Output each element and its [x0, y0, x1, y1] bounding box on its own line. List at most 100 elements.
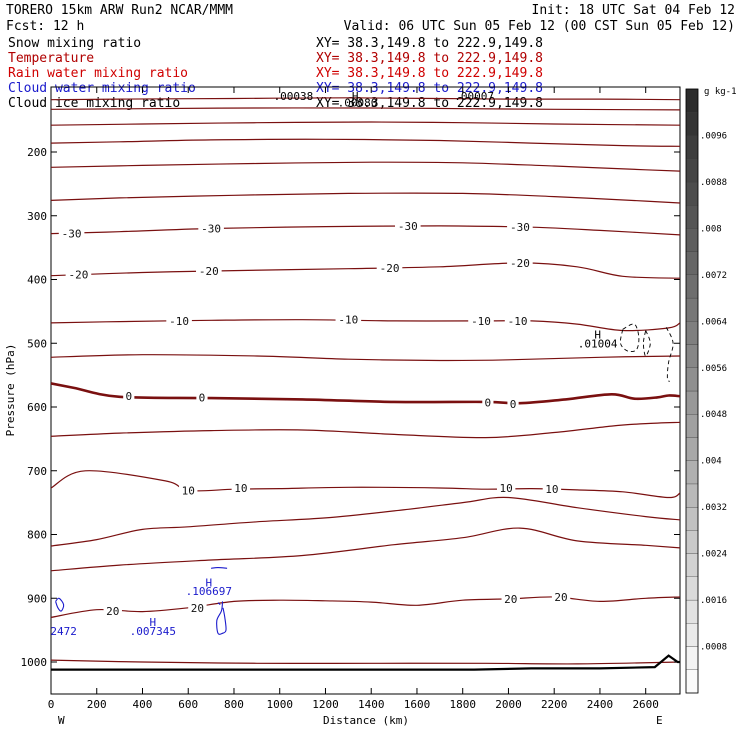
- x-tick-label: 2600: [632, 698, 659, 711]
- y-tick-label: 300: [27, 210, 47, 223]
- colorbar-segment: [685, 344, 699, 368]
- colorbar-segment: [685, 112, 699, 136]
- plot-frame: [50, 86, 681, 695]
- x-tick-label: 1000: [266, 698, 293, 711]
- x-tick-label: 0: [48, 698, 55, 711]
- colorbar-segment: [685, 88, 699, 113]
- contour-label: 0: [485, 397, 492, 410]
- extremum-label: H: [594, 328, 601, 341]
- contour-label-bg: [542, 483, 562, 496]
- x-tick-label: 600: [178, 698, 198, 711]
- colorbar-segment: [685, 669, 699, 694]
- contour-label: -30: [201, 223, 221, 236]
- contour-label-bg: [103, 605, 122, 617]
- contour-label: 0: [199, 391, 206, 404]
- contour-label: -20: [510, 257, 530, 270]
- colorbar-segment: [685, 135, 699, 159]
- y-tick-label: 700: [27, 465, 47, 478]
- extremum-label: H: [206, 576, 213, 589]
- cloud-ice-contour: [619, 323, 640, 353]
- temperature-contour-minus5: [51, 354, 680, 362]
- colorbar-label: .0088: [700, 178, 727, 188]
- contour-label-bg: [496, 481, 516, 494]
- contour-label-bg: [65, 268, 92, 281]
- colorbar: .0096 .0088 .008 .0072 .0064 .0056 .0048 .004 .0…: [685, 88, 727, 694]
- colorbar-segment: [685, 530, 699, 554]
- field-xy-cloud-ice: XY= 38.3,149.8 to 222.9,149.8: [316, 96, 543, 111]
- contour-label: 0: [125, 390, 132, 403]
- contour-label: -30: [510, 221, 530, 234]
- colorbar-segment: [685, 414, 699, 438]
- x-axis-title: Distance (km): [323, 714, 409, 727]
- contour-label-bg: [482, 396, 494, 409]
- y-axis-title: Pressure (hPa): [4, 344, 17, 437]
- temperature-contour-15: [51, 496, 680, 547]
- field-xy-rain: XY= 38.3,149.8 to 222.9,149.8: [316, 66, 543, 81]
- x-tick-label: 2400: [587, 698, 614, 711]
- contour-label: -10: [508, 315, 528, 328]
- contour-label: -20: [199, 265, 219, 278]
- cloud-water-contour: [211, 567, 228, 569]
- extremum-label: .007345: [130, 625, 176, 638]
- contour-label-bg: [335, 313, 362, 326]
- temperature-contour-10: [51, 470, 680, 499]
- contour-label-bg: [395, 219, 421, 232]
- contour-label: 10: [182, 485, 195, 498]
- colorbar-label: .0072: [700, 271, 727, 281]
- colorbar-label: .0008: [700, 643, 727, 653]
- temperature-contour-minus40: [51, 161, 680, 172]
- extremum-label: .00007: [454, 90, 494, 103]
- contour-label-bg: [231, 481, 251, 494]
- valid-time: Valid: 06 UTC Sun 05 Feb 12 (00 CST Sun …: [344, 19, 735, 34]
- field-name-temperature: Temperature: [8, 51, 94, 66]
- colorbar-segment: [685, 321, 699, 345]
- x-tick-label: 2000: [495, 698, 522, 711]
- colorbar-segment: [685, 181, 699, 206]
- colorbar-units: g kg-1: [704, 87, 737, 97]
- x-tick-label: 400: [133, 698, 153, 711]
- contour-label: 10: [500, 482, 513, 495]
- extremum-label: H: [149, 616, 156, 629]
- temperature-contour-5: [51, 421, 680, 439]
- extremum-label: .00038: [274, 90, 314, 103]
- field-xy-temperature: XY= 38.3,149.8 to 222.9,149.8: [316, 51, 543, 66]
- field-name-cloud-water: Cloud water mixing ratio: [8, 81, 196, 96]
- field-name-snow: Snow mixing ratio: [8, 36, 141, 51]
- colorbar-segment: [685, 367, 699, 392]
- temperature-contour-minus20: [51, 262, 680, 279]
- contour-label-bg: [507, 397, 519, 410]
- contour-label-bg: [198, 222, 224, 235]
- y-tick-label: 400: [27, 274, 47, 287]
- x-tick-label: 1800: [449, 698, 476, 711]
- temperature-contour-minus35: [51, 192, 680, 204]
- extremum-label: H: [352, 90, 359, 103]
- colorbar-segment: [685, 297, 699, 322]
- run-title: TORERO 15km ARW Run2 NCAR/MMM: [6, 3, 233, 18]
- colorbar-segment: [685, 576, 699, 601]
- x-tick-label: 200: [87, 698, 107, 711]
- colorbar-frame: [685, 88, 699, 694]
- forecast-hour: Fcst: 12 h: [6, 19, 84, 34]
- cloud-ice-contour: [665, 327, 674, 382]
- colorbar-label: .008: [700, 224, 722, 234]
- contour-label-bg: [504, 314, 531, 327]
- cloud-ice-contour: [642, 330, 651, 357]
- temperature-contour-minus60: [51, 97, 680, 101]
- contour-label-bg: [468, 314, 494, 327]
- extremum-label: .01004: [578, 337, 618, 350]
- colorbar-label: .0016: [700, 596, 727, 606]
- colorbar-segment: [685, 437, 699, 461]
- cloud-water-contour: [217, 602, 221, 606]
- colorbar-segment: [685, 483, 699, 508]
- y-tick-label: 200: [27, 146, 47, 159]
- contour-label: -20: [380, 262, 400, 275]
- extremum-label: .106697: [186, 585, 232, 598]
- y-tick-label: 800: [27, 529, 47, 542]
- temperature-contour-minus45: [51, 138, 680, 147]
- contour-label-bg: [166, 314, 192, 327]
- x-tick-label: 2200: [541, 698, 568, 711]
- temperature-contour-minus10: [51, 319, 680, 332]
- contour-label-bg: [376, 262, 403, 275]
- west-label: W: [58, 714, 65, 727]
